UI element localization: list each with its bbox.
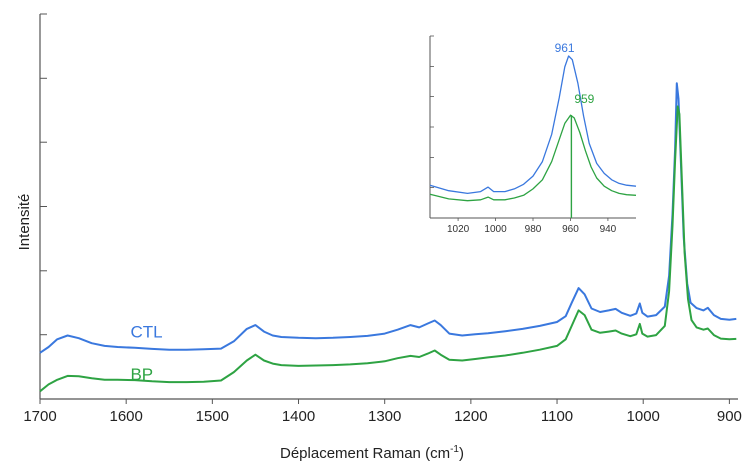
inset-x-tick-label: 1000 (484, 224, 507, 235)
x-tick-label: 1400 (282, 408, 315, 425)
x-tick-label: 1500 (196, 408, 229, 425)
x-axis-label: Déplacement Raman (cm-1) (280, 444, 464, 462)
series-labels: CTL BP (130, 322, 162, 383)
main-axes (39, 13, 738, 404)
x-tick-label: 1200 (454, 408, 487, 425)
x-tick-label: 900 (717, 408, 742, 425)
inset-series-lines (429, 55, 637, 218)
series-line-bp (39, 105, 737, 393)
series-label-bp: BP (130, 365, 153, 384)
inset-x-tick-label: 940 (600, 224, 617, 235)
x-tick-label: 1300 (368, 408, 401, 425)
x-tick-label: 1700 (23, 408, 56, 425)
inset-peak-labels: 961 959 (555, 41, 595, 106)
x-tick-label: 1600 (109, 408, 142, 425)
inset-chart: 1020 1000 980 960 940 961 959 (429, 35, 637, 235)
inset-x-tick-label: 960 (562, 224, 579, 235)
inset-axes (429, 35, 636, 221)
y-axis-label: Intensité (16, 194, 33, 251)
x-tick-labels: 1700 1600 1500 1400 1300 1200 1100 1000 900 (23, 408, 742, 425)
inset-x-tick-labels: 1020 1000 980 960 940 (447, 224, 617, 235)
inset-x-tick-label: 1020 (447, 224, 470, 235)
inset-series-line-bp (429, 114, 637, 202)
x-tick-label: 1000 (627, 408, 660, 425)
series-label-ctl: CTL (130, 322, 162, 341)
inset-series-line-ctl (429, 55, 637, 195)
inset-peak-label-bp: 959 (574, 92, 594, 106)
series-line-ctl (39, 82, 737, 354)
inset-peak-label-ctl: 961 (555, 41, 575, 55)
x-tick-label: 1100 (541, 408, 573, 425)
main-series-lines (39, 82, 737, 393)
inset-x-tick-label: 980 (525, 224, 542, 235)
